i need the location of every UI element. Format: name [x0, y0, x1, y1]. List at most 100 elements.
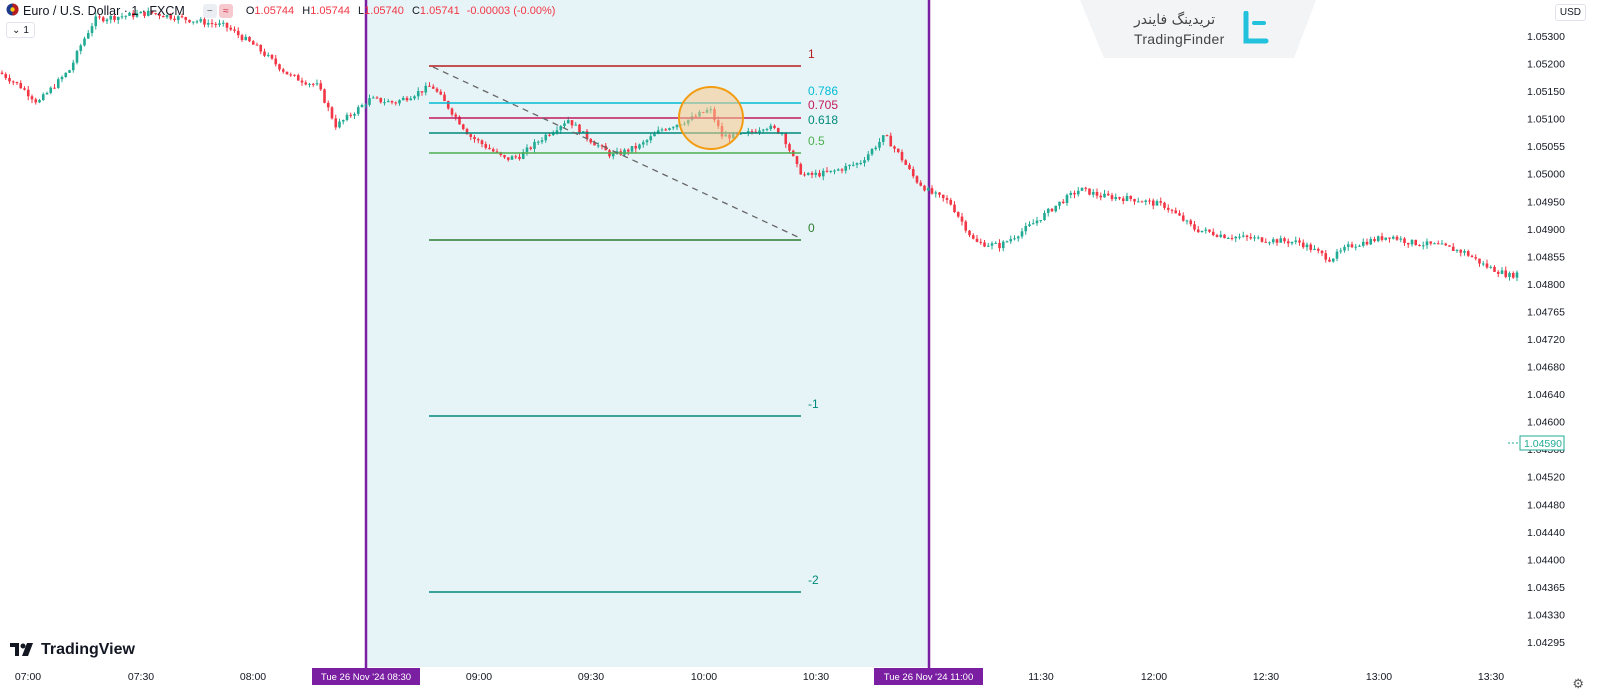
candle	[675, 124, 679, 130]
fib-level-label: -2	[808, 573, 819, 587]
tradingview-logo[interactable]: TradingView	[10, 641, 135, 659]
time-tick-label: 12:30	[1253, 671, 1279, 683]
candle	[484, 141, 488, 150]
candle	[949, 197, 953, 206]
candle	[1170, 208, 1174, 214]
candle	[641, 139, 645, 148]
candle	[443, 91, 446, 102]
price-tick-label: 1.05300	[1527, 31, 1565, 43]
candle	[128, 11, 131, 16]
partner-name-en: TradingFinder	[1134, 31, 1225, 47]
candle	[889, 132, 893, 147]
candle	[1106, 190, 1110, 197]
fib-trend-line[interactable]	[432, 66, 801, 239]
candle	[544, 133, 548, 143]
candle	[863, 157, 866, 167]
range-end-time-badge[interactable]: Tue 26 Nov '24 11:00	[874, 668, 983, 685]
hide-indicator-button[interactable]: −	[202, 4, 217, 18]
candle	[1346, 241, 1350, 251]
session-range-layer	[364, 0, 931, 684]
candle	[1208, 229, 1211, 233]
candle	[101, 16, 105, 23]
candle	[416, 87, 420, 100]
candle	[634, 142, 638, 153]
candle	[90, 23, 94, 37]
candle	[923, 184, 926, 192]
time-tick-label: 12:00	[1141, 671, 1167, 683]
candle	[98, 13, 101, 20]
candle	[975, 234, 979, 243]
candle	[1076, 186, 1080, 197]
candle	[934, 190, 938, 198]
candle	[413, 95, 416, 101]
candle	[113, 14, 116, 23]
candle	[278, 63, 281, 72]
candle	[30, 94, 34, 104]
candle	[660, 127, 664, 132]
candle	[784, 132, 788, 148]
candle	[1178, 210, 1181, 217]
settings-gear-icon[interactable]: ⚙	[1572, 676, 1584, 691]
candle	[435, 87, 439, 93]
candle	[1489, 265, 1493, 269]
candle	[1054, 205, 1058, 213]
indicators-collapse-button[interactable]: ⌄ 1	[6, 22, 35, 38]
candle	[600, 144, 604, 150]
candle	[1103, 189, 1106, 198]
candle	[405, 95, 409, 103]
candle	[1264, 238, 1268, 243]
price-tick-label: 1.05100	[1527, 114, 1565, 126]
price-tick-label: 1.04520	[1527, 472, 1565, 484]
symbol-title[interactable]: Euro / U.S. Dollar · 1 · FXCM	[23, 4, 185, 18]
fib-level-label: -1	[808, 397, 819, 411]
candle	[1354, 243, 1358, 251]
candle	[521, 149, 525, 160]
candle	[1256, 235, 1260, 240]
candle	[1260, 236, 1264, 243]
candle	[596, 142, 600, 149]
candle	[1500, 267, 1504, 275]
chart-type-button[interactable]: ≈	[218, 4, 233, 18]
candle	[1474, 254, 1478, 261]
candle	[1001, 240, 1005, 252]
candle	[1099, 192, 1103, 201]
candle	[821, 168, 825, 181]
candle	[893, 145, 896, 153]
candle	[769, 123, 773, 132]
candle	[904, 159, 908, 166]
candle	[23, 86, 26, 91]
candle	[1313, 245, 1316, 251]
candle	[38, 98, 41, 104]
session-range-box[interactable]	[366, 0, 929, 667]
candle	[469, 132, 473, 141]
svg-text:Tue 26 Nov '24 11:00: Tue 26 Nov '24 11:00	[884, 672, 974, 683]
candle	[911, 166, 915, 179]
candle	[818, 169, 821, 178]
candle	[1455, 249, 1459, 253]
candle	[86, 30, 90, 39]
candle	[773, 124, 776, 130]
candle	[1328, 257, 1331, 263]
candle	[53, 83, 56, 89]
fib-level-label: 0.786	[808, 84, 838, 98]
candle	[998, 239, 1001, 252]
candle	[446, 100, 450, 110]
candle	[304, 80, 308, 86]
candle	[83, 36, 86, 47]
currency-selector[interactable]: USD	[1554, 4, 1586, 21]
candle	[1151, 198, 1155, 210]
candle	[1196, 225, 1200, 234]
candle	[1399, 236, 1403, 243]
candle	[870, 148, 874, 157]
candle	[803, 171, 806, 177]
candle	[908, 162, 911, 171]
time-tick-label: 07:00	[15, 671, 41, 683]
current-price-badge	[1519, 435, 1565, 451]
candle	[293, 74, 296, 77]
range-start-time-badge[interactable]: Tue 26 Nov '24 08:30	[312, 668, 420, 685]
candle	[1249, 233, 1253, 240]
candle	[926, 186, 930, 192]
candle	[851, 161, 855, 167]
